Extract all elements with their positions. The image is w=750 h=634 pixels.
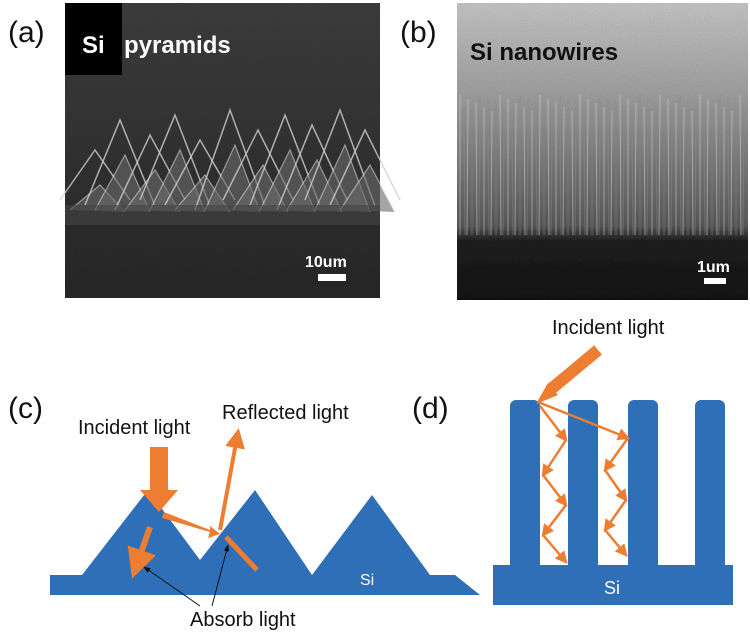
light-ray: [543, 535, 566, 562]
scale-label: 10um: [305, 254, 347, 271]
material-label: Si: [360, 572, 374, 589]
pyramid-substrate: [50, 490, 480, 595]
pillar: [695, 400, 725, 570]
substrate-band: [65, 205, 380, 225]
scale-label: 1um: [697, 259, 730, 276]
scale-bar: [318, 274, 346, 281]
light-ray: [543, 475, 566, 505]
image-title: Si nanowires: [470, 39, 618, 66]
incident-arrow: [550, 350, 598, 390]
panel-label: (a): [8, 16, 45, 49]
material-label: Si: [604, 578, 620, 598]
image-title: Si: [82, 32, 105, 59]
light-ray: [605, 530, 626, 555]
image-title: pyramids: [124, 32, 231, 59]
absorb-label: Absorb light: [190, 609, 296, 631]
incident-label: Incident light: [552, 317, 665, 339]
light-ray: [605, 470, 626, 500]
incident-label: Incident light: [78, 417, 191, 439]
light-ray: [605, 438, 628, 470]
pillar: [628, 400, 658, 570]
panel-label: (b): [400, 16, 437, 49]
panel-label: (c): [8, 392, 43, 425]
light-ray: [605, 500, 626, 530]
reflected-label: Reflected light: [222, 402, 349, 424]
light-ray: [543, 505, 566, 535]
figure: (a) Si pyramids 10um (b) Si nanowires 1u…: [0, 0, 750, 634]
light-ray: [543, 440, 566, 475]
panel-label: (d): [412, 392, 449, 425]
pillar: [510, 400, 540, 570]
scale-bar: [704, 278, 726, 284]
